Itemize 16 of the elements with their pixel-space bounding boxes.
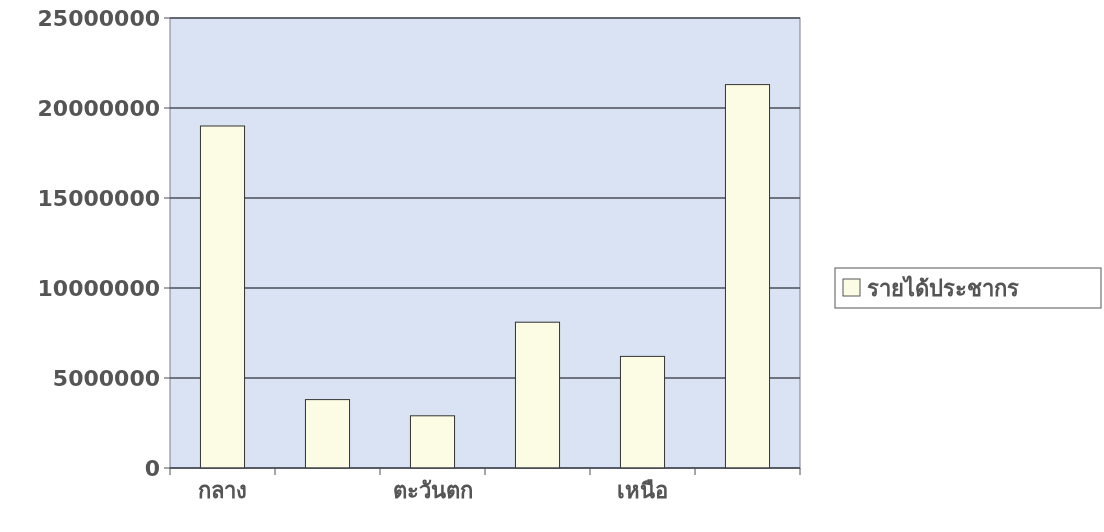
bar (304, 399, 351, 469)
x-tick-label: เหนือ (617, 478, 668, 503)
y-tick-label: 25000000 (37, 6, 160, 31)
bar (619, 355, 666, 469)
x-tick-label: กลาง (198, 478, 247, 503)
bar (724, 84, 771, 469)
y-tick-label: 15000000 (37, 186, 160, 211)
y-tick-label: 20000000 (37, 96, 160, 121)
x-tick-label: ตะวันตก (392, 478, 473, 503)
y-tick-label: 10000000 (37, 276, 160, 301)
bar (409, 415, 456, 469)
bar (514, 321, 561, 469)
y-tick-label: 0 (144, 456, 160, 481)
bar (199, 125, 246, 469)
legend-label: รายได้ประชากร (867, 275, 1019, 301)
y-tick-label: 5000000 (52, 366, 160, 391)
